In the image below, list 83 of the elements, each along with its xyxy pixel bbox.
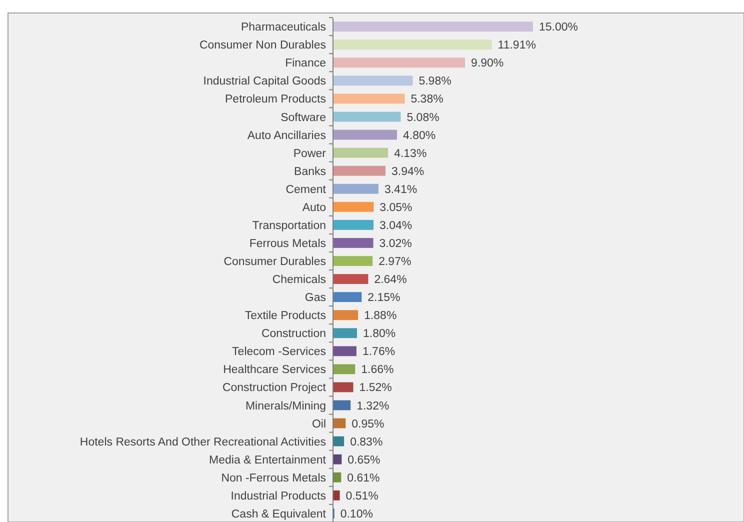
data-label: 1.88% [364,310,397,322]
y-tick-label: Cement [286,184,327,196]
y-tick-label: Industrial Products [230,490,326,502]
data-label: 1.52% [359,382,392,394]
data-label: 2.97% [378,256,412,268]
y-tick-label: Chemicals [272,274,326,286]
bar [333,490,340,500]
data-label: 3.41% [384,184,418,196]
y-tick-label: Textile Products [244,310,326,322]
bar [333,346,356,356]
data-label: 0.95% [352,418,384,430]
bar [333,328,357,338]
y-tick-label: Auto Ancillaries [247,130,326,142]
y-tick-label: Construction [261,328,326,340]
y-tick-label: Non -Ferrous Metals [221,472,326,484]
bar [333,184,378,194]
y-tick-label: Media & Entertainment [209,454,327,466]
data-label: 0.83% [350,436,383,448]
bar [333,148,388,158]
bar [333,94,405,104]
data-label: 0.65% [348,454,380,466]
y-tick-label: Gas [304,292,326,304]
y-tick-label: Hotels Resorts And Other Recreational Activities [80,436,326,448]
bar [333,418,346,428]
y-tick-label: Software [280,112,326,124]
bar [333,22,533,32]
bar [333,472,342,482]
bar [333,112,401,122]
data-label: 1.76% [362,346,396,358]
data-label: 11.91% [498,40,536,52]
bar [333,256,373,266]
data-label: 1.32% [356,400,390,412]
bar [333,274,368,284]
y-tick-label: Banks [294,166,326,178]
bar [333,130,397,140]
bar [333,310,358,320]
data-label: 5.08% [406,112,440,124]
bar [333,436,344,446]
data-label: 1.80% [363,328,396,340]
y-tick-label: Consumer Non Durables [199,40,326,52]
bar [333,76,413,86]
bar [333,382,354,392]
data-label: 2.64% [374,274,407,286]
y-tick-label: Industrial Capital Goods [203,76,326,88]
bar [333,238,374,248]
data-label: 0.10% [340,508,373,520]
data-label: 5.98% [418,76,452,88]
y-tick-label: Consumer Durables [224,256,326,268]
data-label: 4.13% [394,148,427,160]
y-tick-label: Minerals/Mining [245,400,326,412]
y-tick-label: Healthcare Services [223,364,326,376]
data-label: 3.05% [380,202,412,214]
data-label: 3.04% [380,220,412,232]
y-tick-label: Power [293,148,326,160]
data-label: 1.66% [361,364,394,376]
data-label: 3.02% [379,238,412,250]
bar [333,454,342,464]
bar [333,400,351,410]
y-tick-label: Ferrous Metals [249,238,326,250]
y-tick-label: Finance [285,58,326,70]
bar [333,220,374,230]
y-tick-label: Oil [312,418,326,430]
y-tick-label: Construction Project [222,382,327,394]
data-label: 0.61% [347,472,380,484]
data-label: 5.38% [410,94,444,106]
y-tick-label: Petroleum Products [225,94,326,106]
y-tick-label: Transportation [252,220,326,232]
bar [333,364,356,374]
data-label: 15.00% [539,22,578,34]
data-label: 4.80% [403,130,436,142]
data-label: 2.15% [368,292,400,304]
y-tick-label: Auto [302,202,326,214]
bar [333,166,386,176]
data-label: 3.94% [392,166,424,178]
data-label: 0.51% [346,490,378,502]
bar [333,202,374,212]
y-tick-label: Cash & Equivalent [231,508,327,520]
y-tick-label: Pharmaceuticals [240,22,326,34]
bar [333,40,492,50]
bar [333,58,465,68]
bar [333,292,362,302]
data-label: 9.90% [471,58,504,70]
y-tick-label: Telecom -Services [232,346,326,358]
